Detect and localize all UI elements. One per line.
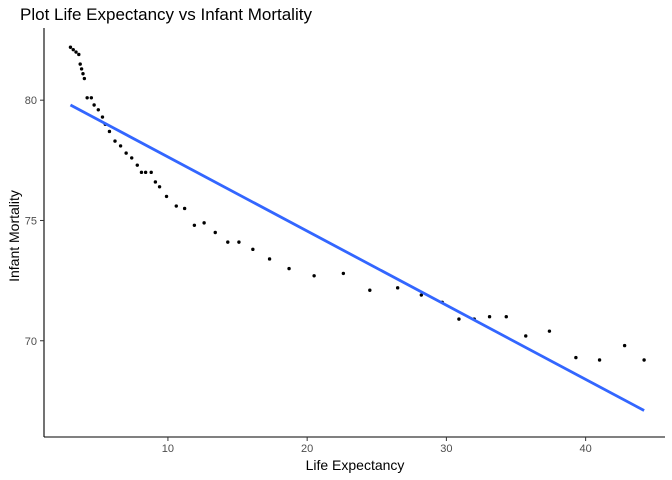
data-point-47 [547,329,552,333]
data-point-10 [92,103,96,107]
data-point-15 [113,139,117,143]
data-point-21 [143,170,148,175]
x-tick-label: 30 [440,443,452,455]
y-axis-ticks: 70 75 80 [25,95,44,348]
x-tick-label: 10 [162,443,174,455]
data-point-27 [182,206,187,211]
data-point-49 [597,358,602,362]
data-point-28 [192,223,197,227]
data-point-11 [96,108,101,112]
data-point-9 [89,96,94,100]
data-point-6 [81,72,85,76]
chart-title: Plot Life Expectancy vs Infant Mortality [20,5,312,24]
x-tick-label: 40 [580,443,592,455]
data-point-26 [174,204,178,208]
data-point-25 [164,194,169,199]
points-layer [68,45,646,362]
y-axis-title: Infant Mortality [6,190,22,282]
x-axis-ticks: 10 20 30 40 [162,437,592,455]
data-point-24 [157,185,162,189]
data-point-22 [149,170,153,175]
data-point-2 [74,50,78,54]
data-point-7 [82,76,87,81]
data-point-14 [107,129,112,134]
data-point-46 [524,334,528,338]
y-tick-label: 75 [25,215,37,227]
data-point-19 [135,163,139,167]
data-point-33 [251,247,255,252]
data-point-39 [395,286,400,290]
x-tick-label: 20 [301,443,313,455]
data-point-48 [574,355,578,360]
y-tick-label: 70 [25,336,37,348]
data-point-30 [213,230,217,235]
data-point-20 [139,170,144,175]
regression-line [69,103,645,412]
data-point-0 [68,45,73,49]
data-point-32 [237,240,241,244]
x-axis-title: Life Expectancy [306,457,405,473]
data-point-31 [226,240,230,244]
data-point-12 [100,115,105,119]
data-point-8 [85,96,89,100]
data-point-5 [79,67,84,71]
data-point-40 [419,293,424,297]
data-point-36 [312,274,316,278]
data-point-50 [622,343,627,348]
y-tick-label: 80 [25,95,37,107]
data-point-17 [124,151,128,155]
data-point-16 [118,144,123,148]
plot-area [68,45,646,412]
data-point-1 [71,47,75,52]
data-point-4 [78,62,82,66]
data-point-3 [77,52,81,57]
data-point-44 [487,315,492,319]
data-point-42 [457,317,461,321]
data-point-23 [153,180,158,184]
data-point-51 [642,358,646,362]
data-point-35 [287,266,291,271]
data-point-34 [267,257,272,261]
data-point-29 [202,221,206,225]
data-point-37 [341,271,346,276]
data-point-38 [368,288,372,292]
data-point-45 [504,315,508,319]
data-point-18 [130,156,134,160]
